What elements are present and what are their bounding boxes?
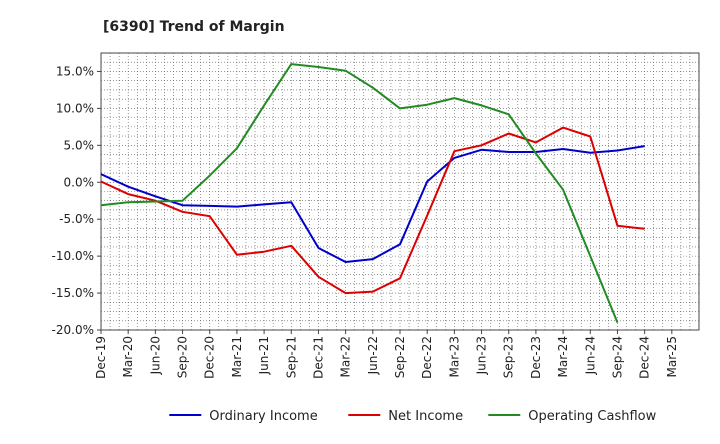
x-tick-label: Dec-23 [529, 336, 543, 379]
gridlines [100, 52, 700, 331]
x-tick-label: Sep-24 [610, 336, 624, 378]
x-tick-label: Dec-22 [420, 336, 434, 379]
legend-label-net-income: Net Income [388, 409, 463, 424]
y-tick-label: 10.0% [56, 101, 94, 115]
y-tick-label: 15.0% [56, 64, 94, 78]
x-tick-label: Jun-20 [148, 336, 162, 375]
x-tick-label: Mar-24 [556, 336, 570, 377]
x-tick-label: Jun-21 [257, 336, 271, 375]
legend-label-operating-cashflow: Operating Cashflow [528, 409, 656, 424]
series-line-operating-cashflow [100, 63, 619, 323]
x-tick-label: Mar-25 [665, 336, 679, 377]
legend-label-ordinary-income: Ordinary Income [209, 409, 317, 424]
x-tick-label: Mar-23 [447, 336, 461, 377]
legend: Ordinary Income Net Income Operating Cashf… [169, 409, 657, 424]
x-tick-label: Sep-21 [284, 336, 298, 378]
x-tick-label: Sep-20 [176, 336, 190, 378]
y-tick-label: 0.0% [64, 175, 95, 189]
x-tick-label: Dec-24 [638, 336, 652, 379]
y-tick-label: -20.0% [52, 323, 94, 337]
series-lines [100, 63, 645, 323]
x-tick-label: Jun-23 [475, 336, 489, 375]
chart-title: [6390] Trend of Margin [103, 19, 285, 35]
x-tick-label: Jun-22 [366, 336, 380, 375]
x-axis-ticks: Dec-19 Mar-20 Jun-20 Sep-20 Dec-20 Mar-21 Jun-… [94, 330, 679, 379]
x-tick-label: Mar-21 [230, 336, 244, 377]
y-tick-label: 5.0% [64, 138, 95, 152]
series-line-ordinary-income [100, 145, 645, 263]
y-tick-label: -15.0% [52, 286, 94, 300]
y-tick-label: -5.0% [59, 212, 94, 226]
x-tick-label: Mar-20 [121, 336, 135, 377]
y-tick-label: -10.0% [52, 249, 94, 263]
x-tick-label: Sep-23 [502, 336, 516, 378]
x-tick-label: Dec-20 [203, 336, 217, 379]
y-axis-ticks: 15.0% 10.0% 5.0% 0.0% -5.0% -10.0% -15.0% -20.0… [52, 64, 101, 337]
x-tick-label: Dec-19 [94, 336, 108, 379]
series-line-net-income [100, 126, 645, 295]
x-tick-label: Sep-22 [393, 336, 407, 378]
x-tick-label: Dec-21 [311, 336, 325, 379]
x-tick-label: Jun-24 [583, 336, 597, 375]
x-tick-label: Mar-22 [339, 336, 353, 377]
